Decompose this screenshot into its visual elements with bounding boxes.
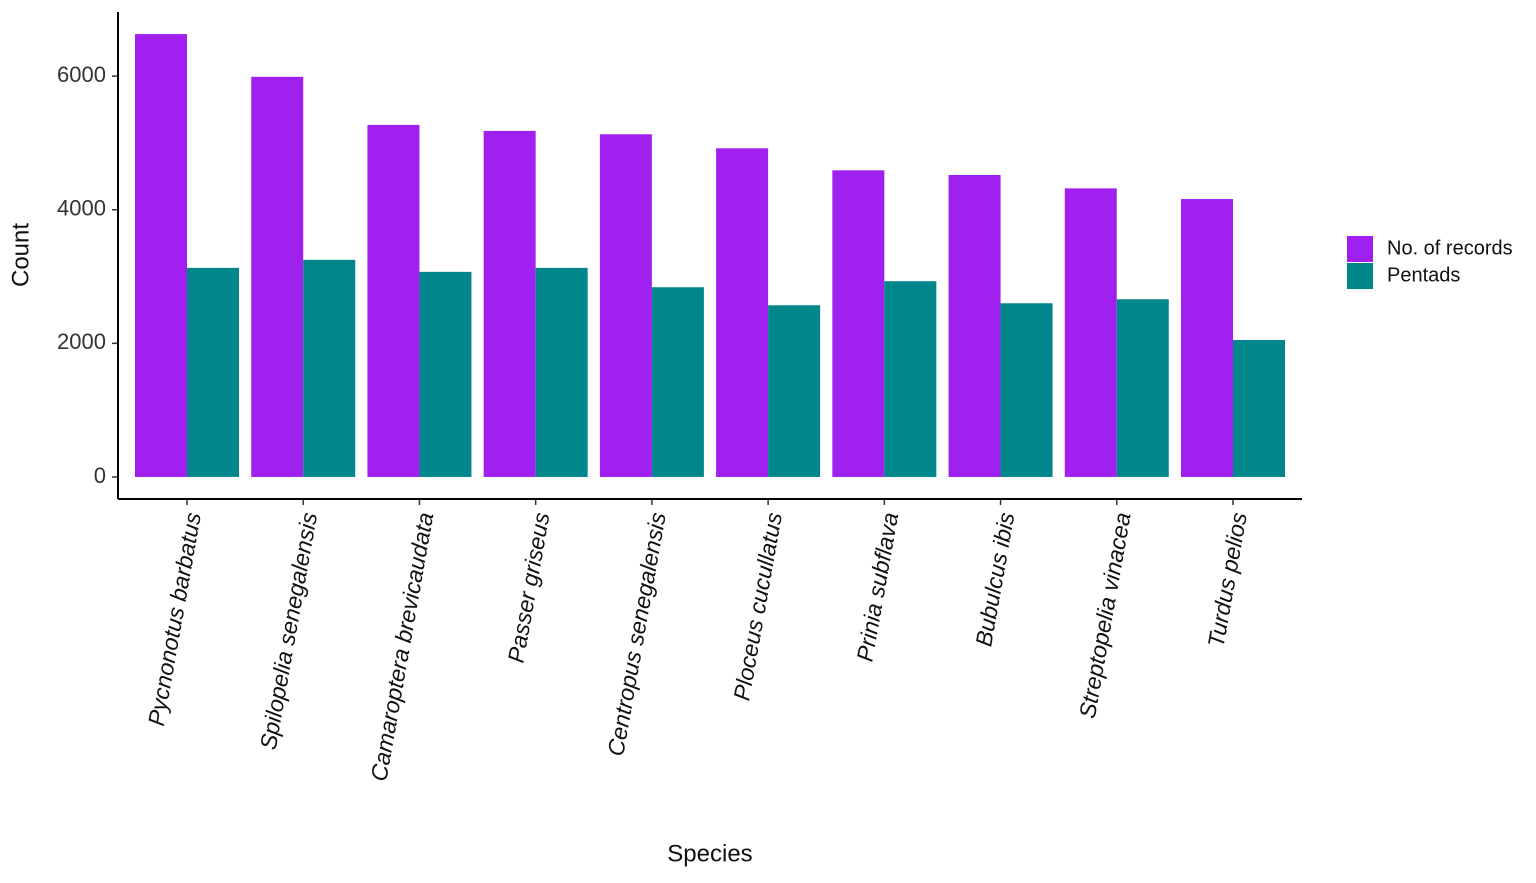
bar [135, 34, 187, 477]
x-tick-label: Prinia subflava [851, 510, 903, 663]
bar [651, 287, 704, 477]
y-tick-label: 4000 [57, 196, 106, 221]
bar [768, 305, 821, 477]
bar [1116, 299, 1169, 477]
bar [1233, 340, 1285, 477]
bar [367, 124, 420, 477]
bar [251, 76, 304, 477]
bar [303, 259, 356, 477]
x-tick-label: Pycnonotus barbatus [143, 510, 206, 728]
x-axis-title: Species [667, 840, 752, 867]
bar [832, 170, 885, 477]
bar [535, 267, 588, 477]
y-tick-label: 2000 [57, 329, 106, 354]
bar [716, 148, 769, 477]
y-tick-label: 0 [94, 463, 106, 488]
bar [187, 267, 239, 477]
x-tick-label: Spilopelia senegalensis [255, 510, 322, 752]
bar [1000, 303, 1053, 477]
bar [483, 130, 536, 477]
x-tick-label: Turdus pelios [1203, 510, 1252, 649]
bar [419, 271, 472, 477]
legend-key [1347, 236, 1373, 262]
legend-key [1347, 263, 1373, 289]
x-tick-label: Streptopelia vinacea [1074, 510, 1136, 720]
x-tick-label: Passer griseus [503, 510, 555, 665]
bar [1181, 199, 1233, 477]
x-tick-label: Camaroptera brevicaudata [365, 510, 438, 783]
x-tick-label: Ploceus cucullatus [728, 510, 787, 703]
x-tick-label: Bubulcus ibis [970, 510, 1019, 648]
legend-label: No. of records [1387, 237, 1513, 259]
bar [1064, 188, 1117, 477]
bar [599, 134, 652, 477]
y-axis-title: Count [7, 223, 34, 287]
y-tick-label: 6000 [57, 62, 106, 87]
legend-label: Pentads [1387, 264, 1460, 286]
bar [948, 175, 1001, 477]
bar [884, 281, 937, 477]
x-tick-label: Centropus senegalensis [602, 510, 671, 758]
